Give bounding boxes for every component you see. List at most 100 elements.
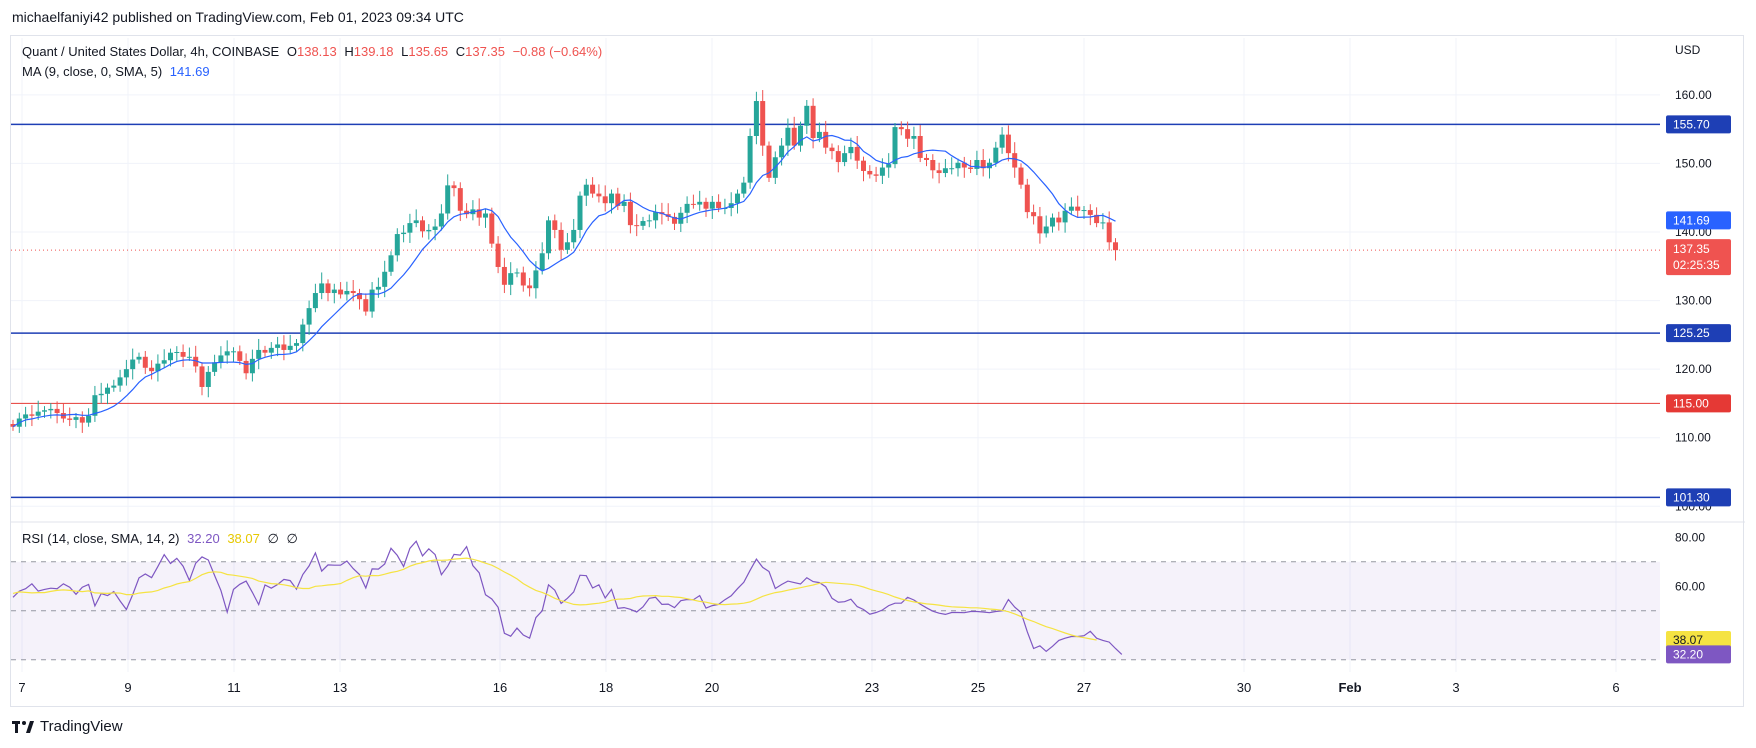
level-tag-1: 125.25 xyxy=(1673,326,1710,340)
rsi-band xyxy=(11,561,1660,661)
candle-body xyxy=(577,195,583,230)
candle-body xyxy=(835,151,841,163)
candle-body xyxy=(1075,206,1081,211)
rsi-tick-label: 60.00 xyxy=(1675,579,1705,593)
high-label: H xyxy=(344,44,354,59)
level-tag-0-bg xyxy=(1666,115,1731,134)
candle-body xyxy=(249,358,255,374)
candle-body xyxy=(67,418,73,420)
candle-body xyxy=(1012,153,1018,168)
candle-body xyxy=(268,347,274,353)
candle-body xyxy=(193,356,199,367)
price-tick-label: 130.00 xyxy=(1675,294,1712,308)
candle-body xyxy=(231,351,236,353)
indicator-lines xyxy=(12,134,1123,655)
candle-body xyxy=(294,343,299,346)
candle-body xyxy=(709,201,715,209)
level-tag-3: 101.30 xyxy=(1673,490,1710,504)
candle-body xyxy=(224,351,230,356)
time-tick-label: 18 xyxy=(599,680,613,695)
candle-body xyxy=(596,193,602,197)
candle-body xyxy=(1005,134,1011,154)
candle-body xyxy=(205,371,211,387)
ma-label: MA (9, close, 0, SMA, 5) xyxy=(22,64,163,79)
candle-body xyxy=(1031,212,1037,217)
candle-body xyxy=(451,185,457,189)
candle-body xyxy=(401,232,407,235)
candle-body xyxy=(86,415,92,423)
candle-body xyxy=(791,127,797,146)
candle-body xyxy=(262,349,268,353)
ma-value: 141.69 xyxy=(169,64,210,79)
candle-body xyxy=(123,369,129,378)
candle-body xyxy=(861,160,866,171)
candle-body xyxy=(539,253,545,271)
candle-body xyxy=(445,185,451,214)
candle-body xyxy=(949,168,955,170)
candle-body xyxy=(407,223,413,233)
candle-body xyxy=(212,362,218,372)
candle-body xyxy=(615,193,621,206)
change-value: −0.88 (−0.64%) xyxy=(512,44,603,59)
time-tick-label: 30 xyxy=(1237,680,1251,695)
rsi-extra-2: ∅ xyxy=(286,531,298,546)
candle-body xyxy=(483,213,488,218)
candle-body xyxy=(161,360,167,364)
candle-body xyxy=(760,101,766,146)
candle-body xyxy=(854,146,860,161)
candle-body xyxy=(590,184,596,194)
ma-last-tag-bg xyxy=(1666,211,1731,230)
candle-body xyxy=(961,162,967,168)
rsi-label: RSI (14, close, SMA, 14, 2) xyxy=(22,531,180,546)
candle-body xyxy=(394,234,400,256)
rsi-legend: RSI (14, close, SMA, 14, 2) 32.20 38.07 … xyxy=(22,531,302,547)
candle-body xyxy=(73,417,79,420)
candle-body xyxy=(917,136,923,158)
candle-body xyxy=(180,352,186,357)
candle-body xyxy=(300,324,306,344)
rsi-ma-tag: 38.07 xyxy=(1673,633,1703,647)
candle-body xyxy=(974,160,980,169)
candle-body xyxy=(325,283,331,294)
candle-body xyxy=(703,201,709,209)
price-tick-label: 110.00 xyxy=(1675,431,1711,445)
candle-body xyxy=(105,387,110,394)
candle-body xyxy=(690,203,696,205)
candle-body xyxy=(199,366,205,387)
candle-body xyxy=(136,356,142,360)
candle-body xyxy=(331,289,337,294)
candle-body xyxy=(363,299,369,312)
ma-legend: MA (9, close, 0, SMA, 5) 141.69 xyxy=(22,64,214,79)
candle-body xyxy=(369,289,375,312)
candle-body xyxy=(942,168,948,174)
candle-body xyxy=(999,134,1005,148)
candle-body xyxy=(438,213,444,227)
candle-body xyxy=(936,170,942,174)
candle-body xyxy=(1106,222,1112,243)
time-tick-label: 23 xyxy=(865,680,879,695)
candle-body xyxy=(319,283,325,294)
candle-body xyxy=(987,162,992,169)
candle-body xyxy=(527,285,533,289)
current-price-label: 137.35 xyxy=(1673,242,1710,256)
candle-body xyxy=(640,221,646,226)
candle-body xyxy=(735,193,740,204)
tradingview-footer[interactable]: TradingView xyxy=(12,718,123,735)
candle-body xyxy=(243,360,249,374)
candle-body xyxy=(130,359,136,370)
candle-body xyxy=(168,352,173,361)
candle-body xyxy=(804,105,810,126)
ma-last-tag: 141.69 xyxy=(1673,213,1710,227)
candle-body xyxy=(98,393,104,396)
candle-body xyxy=(79,417,85,423)
candle-body xyxy=(514,272,520,274)
candle-body xyxy=(489,213,495,244)
candle-body xyxy=(842,153,848,163)
candle-body xyxy=(1113,242,1118,251)
candle-body xyxy=(457,188,463,211)
rsi-tag: 32.20 xyxy=(1673,647,1703,661)
close-label: C xyxy=(455,44,466,59)
candle-body xyxy=(564,242,570,250)
candle-body xyxy=(464,210,470,215)
